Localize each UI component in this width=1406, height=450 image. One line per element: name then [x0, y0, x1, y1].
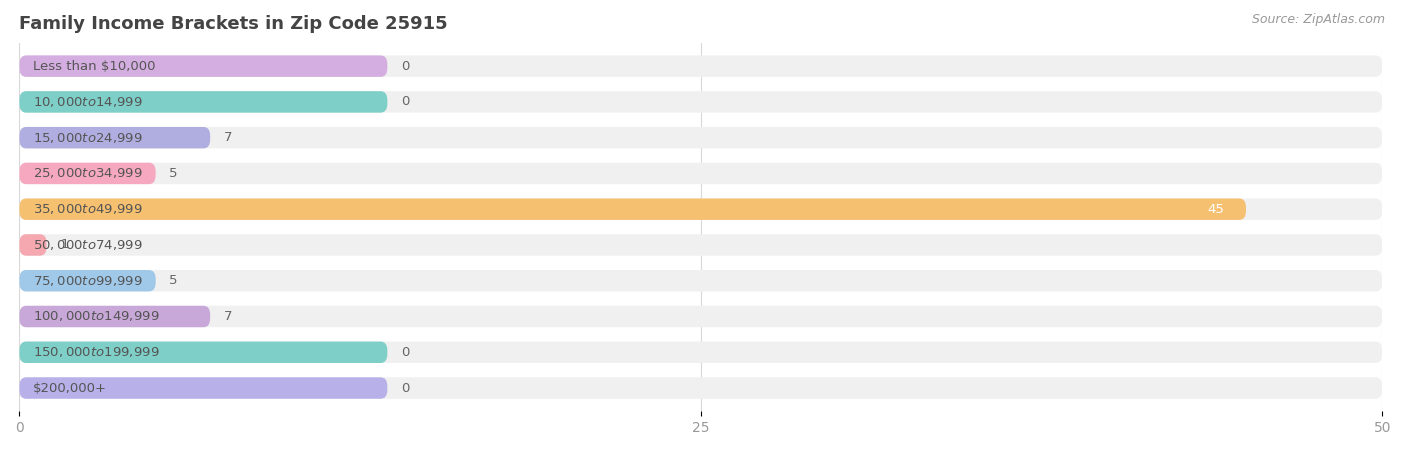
FancyBboxPatch shape — [20, 270, 1382, 292]
Text: 7: 7 — [224, 131, 232, 144]
Text: Family Income Brackets in Zip Code 25915: Family Income Brackets in Zip Code 25915 — [20, 15, 449, 33]
FancyBboxPatch shape — [20, 306, 209, 327]
FancyBboxPatch shape — [20, 91, 1382, 112]
FancyBboxPatch shape — [20, 342, 1382, 363]
Text: 7: 7 — [224, 310, 232, 323]
FancyBboxPatch shape — [20, 55, 387, 77]
Text: 45: 45 — [1208, 202, 1225, 216]
Text: $25,000 to $34,999: $25,000 to $34,999 — [32, 166, 142, 180]
Text: 0: 0 — [401, 382, 409, 395]
Text: $50,000 to $74,999: $50,000 to $74,999 — [32, 238, 142, 252]
FancyBboxPatch shape — [20, 163, 156, 184]
FancyBboxPatch shape — [20, 306, 1382, 327]
Text: $35,000 to $49,999: $35,000 to $49,999 — [32, 202, 142, 216]
FancyBboxPatch shape — [20, 234, 1382, 256]
Text: 5: 5 — [169, 167, 177, 180]
Text: 0: 0 — [401, 346, 409, 359]
FancyBboxPatch shape — [20, 127, 209, 148]
FancyBboxPatch shape — [20, 234, 46, 256]
Text: $15,000 to $24,999: $15,000 to $24,999 — [32, 130, 142, 144]
Text: $150,000 to $199,999: $150,000 to $199,999 — [32, 345, 159, 359]
Text: Less than $10,000: Less than $10,000 — [32, 60, 156, 72]
FancyBboxPatch shape — [20, 55, 1382, 77]
FancyBboxPatch shape — [20, 198, 1246, 220]
Text: $10,000 to $14,999: $10,000 to $14,999 — [32, 95, 142, 109]
FancyBboxPatch shape — [20, 342, 387, 363]
Text: $200,000+: $200,000+ — [32, 382, 107, 395]
FancyBboxPatch shape — [20, 377, 1382, 399]
Text: 0: 0 — [401, 95, 409, 108]
FancyBboxPatch shape — [20, 91, 387, 112]
Text: Source: ZipAtlas.com: Source: ZipAtlas.com — [1251, 14, 1385, 27]
FancyBboxPatch shape — [20, 377, 387, 399]
Text: $100,000 to $149,999: $100,000 to $149,999 — [32, 310, 159, 324]
Text: 0: 0 — [401, 60, 409, 72]
FancyBboxPatch shape — [20, 198, 1382, 220]
FancyBboxPatch shape — [20, 270, 156, 292]
FancyBboxPatch shape — [20, 163, 1382, 184]
FancyBboxPatch shape — [20, 127, 1382, 148]
Text: 5: 5 — [169, 274, 177, 287]
Text: $75,000 to $99,999: $75,000 to $99,999 — [32, 274, 142, 288]
Text: 1: 1 — [60, 238, 69, 252]
